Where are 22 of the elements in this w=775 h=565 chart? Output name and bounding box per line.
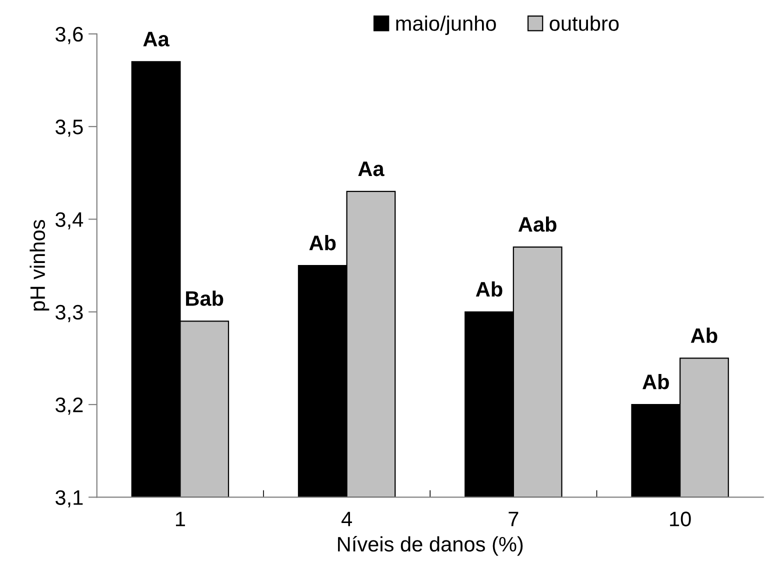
y-tick-label: 3,3: [56, 304, 83, 322]
data-label: Ab: [309, 235, 336, 250]
y-tick-label: 3,4: [56, 212, 84, 230]
x-axis-title: Níveis de danos (%): [338, 536, 523, 556]
x-tick-label: 7: [508, 512, 518, 526]
x-tick-label: 10: [670, 512, 691, 526]
legend-label: outubro: [550, 16, 619, 31]
data-label: Aa: [143, 32, 170, 46]
x-tick-label: 4: [342, 512, 352, 526]
legend-label: maio/junho: [396, 16, 496, 36]
y-tick-label: 3,5: [56, 120, 83, 137]
data-label: Aab: [518, 216, 556, 232]
data-label: Ab: [476, 281, 502, 297]
data-label: Aa: [358, 162, 384, 176]
x-tick-label: 1: [176, 512, 185, 526]
data-label: Bab: [186, 290, 224, 306]
y-tick-label: 3,1: [56, 490, 83, 508]
data-label: Ab: [690, 328, 718, 343]
y-tick-label: 3,2: [56, 398, 83, 415]
y-tick-label: 3,6: [56, 26, 83, 44]
data-label: Ab: [642, 374, 669, 390]
y-axis-title: pH vinhos: [30, 220, 50, 311]
